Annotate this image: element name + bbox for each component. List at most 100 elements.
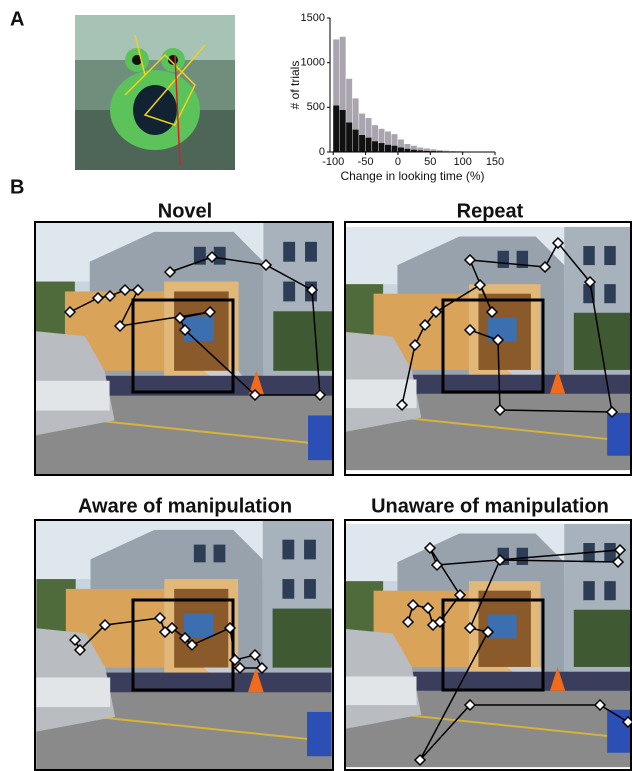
photo-title: Repeat	[457, 200, 524, 222]
bar	[333, 105, 340, 152]
fixation	[205, 250, 219, 264]
y-tick-label: 1000	[301, 57, 325, 69]
fixation	[473, 278, 487, 292]
bar	[397, 139, 404, 152]
y-tick-label: 500	[307, 101, 325, 113]
fixation	[163, 265, 177, 279]
fixation	[491, 333, 505, 347]
fixation	[621, 715, 632, 729]
fixation	[255, 661, 269, 675]
photo-panel	[344, 519, 632, 771]
fixation	[91, 291, 105, 305]
bar	[404, 143, 411, 152]
fixation	[313, 388, 327, 402]
x-tick-label: 100	[453, 156, 471, 168]
fixation	[68, 633, 82, 647]
fixation	[611, 555, 625, 569]
fixation	[131, 283, 145, 297]
x-tick-label: 0	[395, 156, 401, 168]
bar	[333, 39, 340, 152]
fixation	[429, 305, 443, 319]
bar	[397, 147, 404, 152]
fixation	[485, 305, 499, 319]
fixation	[73, 643, 87, 657]
photo-title: Novel	[158, 200, 212, 222]
bar	[385, 144, 391, 152]
fixation	[463, 698, 477, 712]
fixation	[430, 558, 444, 572]
fixation	[613, 543, 627, 557]
photo-title: Aware of manipulation	[78, 495, 292, 517]
fixation	[493, 553, 507, 567]
bar	[410, 149, 417, 152]
fixation	[551, 236, 565, 250]
bar	[436, 150, 443, 152]
bar	[404, 148, 411, 152]
bar	[359, 113, 366, 152]
y-tick-label: 1500	[301, 12, 325, 24]
bar	[430, 149, 437, 152]
fixation	[203, 305, 217, 319]
photo	[75, 15, 235, 170]
fixation	[305, 283, 319, 297]
fixation	[63, 305, 77, 319]
fixation	[395, 398, 409, 412]
fixation	[413, 753, 427, 767]
fixation	[583, 275, 597, 289]
bar	[372, 125, 379, 152]
bar	[391, 145, 398, 152]
fixation	[118, 283, 132, 297]
photo-panel	[34, 519, 334, 771]
fixation	[185, 638, 199, 652]
bar	[339, 110, 346, 152]
bar	[339, 36, 346, 153]
bar	[378, 143, 385, 152]
fixation	[493, 403, 507, 417]
bar	[417, 150, 424, 152]
fixation	[113, 319, 127, 333]
bar	[417, 147, 424, 152]
fixation	[173, 311, 187, 325]
fixation	[481, 625, 495, 639]
fixation	[423, 541, 437, 555]
fixation	[228, 653, 242, 667]
x-tick-label: -100	[322, 156, 344, 168]
fixation	[463, 621, 477, 635]
bar	[346, 122, 353, 152]
bar	[443, 150, 450, 152]
bar	[423, 150, 430, 152]
fixation	[178, 631, 192, 645]
fixation	[98, 618, 112, 632]
fixation	[605, 405, 619, 419]
bar	[385, 131, 391, 152]
bar	[365, 118, 372, 152]
fixation	[421, 601, 435, 615]
fixation	[406, 598, 420, 612]
photo-panel	[344, 221, 632, 476]
bar	[352, 129, 359, 152]
fixation	[233, 661, 247, 675]
photo-panel	[34, 221, 334, 476]
fixation	[463, 323, 477, 337]
bar	[346, 78, 353, 152]
fixation	[433, 615, 447, 629]
fixation	[103, 289, 117, 303]
fixation	[401, 615, 415, 629]
bar	[423, 148, 430, 152]
fixation	[259, 258, 273, 272]
fixation	[178, 323, 192, 337]
fixation	[165, 621, 179, 635]
photo-title: Unaware of manipulation	[371, 495, 609, 517]
fixation	[408, 338, 422, 352]
fixation	[593, 698, 607, 712]
panel-label: A	[10, 8, 24, 30]
fixation	[538, 260, 552, 274]
x-tick-label: 50	[424, 156, 436, 168]
fixation	[418, 318, 432, 332]
fixation	[223, 621, 237, 635]
x-tick-label: 150	[486, 156, 504, 168]
bar	[410, 145, 417, 152]
bar	[372, 141, 379, 152]
bar	[352, 98, 359, 152]
bar	[378, 128, 385, 152]
